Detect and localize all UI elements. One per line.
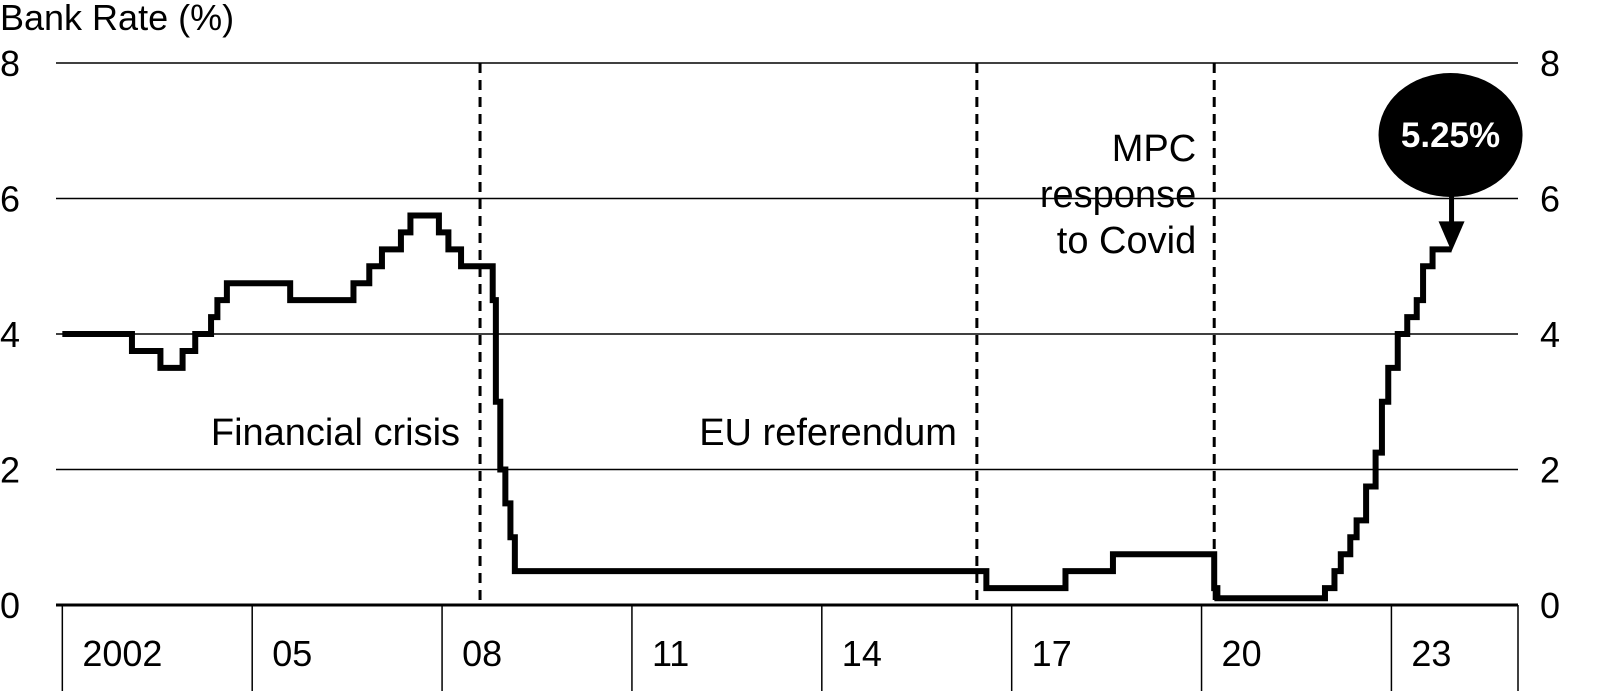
- event-label-1: EU referendum: [699, 412, 957, 454]
- x-tick-label-17: 17: [1032, 633, 1072, 674]
- callout-bubble: [1378, 73, 1523, 197]
- y-axis-label: Bank Rate (%): [0, 0, 234, 38]
- x-tick-label-08: 08: [462, 633, 502, 674]
- callout-arrow-head: [1438, 221, 1465, 252]
- gridlines: [56, 62, 1518, 471]
- x-tick-label-05: 05: [272, 633, 312, 674]
- x-tick-label-11: 11: [652, 633, 689, 674]
- event-label-2-line-0: MPC: [1112, 128, 1196, 170]
- event-markers: Financial crisis EU referendum MPCresponse…: [211, 63, 1216, 605]
- x-tick-label-23: 23: [1411, 633, 1451, 674]
- series-group: [62, 212, 1452, 602]
- rate-callout: 5.25%: [1378, 73, 1523, 252]
- x-tick-label-20: 20: [1222, 633, 1262, 674]
- x-tick-label-14: 14: [842, 633, 882, 674]
- y-tick-right-4: 4: [1540, 314, 1560, 355]
- y-tick-left-8: 8: [0, 43, 20, 84]
- event-label-0: Financial crisis: [211, 412, 460, 454]
- callout-label: 5.25%: [1401, 116, 1500, 155]
- event-label-2-line-1: response: [1040, 174, 1196, 216]
- y-tick-left-0: 0: [0, 585, 20, 626]
- y-tick-right-2: 2: [1540, 450, 1560, 491]
- y-tick-right-0: 0: [1540, 585, 1560, 626]
- y-tick-right-8: 8: [1540, 43, 1560, 84]
- y-axis-right: 0 2 4 6 8: [1540, 43, 1560, 626]
- y-tick-left-2: 2: [0, 450, 20, 491]
- x-axis: 2002 05 08 11 14 17 20 23: [56, 603, 1519, 691]
- y-tick-left-6: 6: [0, 179, 20, 220]
- y-axis-left: 0 2 4 6 8: [0, 43, 20, 626]
- y-tick-right-6: 6: [1540, 179, 1560, 220]
- x-tick-label-2002: 2002: [82, 633, 162, 674]
- y-tick-left-4: 4: [0, 314, 20, 355]
- event-label-2-line-2: to Covid: [1057, 220, 1196, 262]
- series-line-0: [62, 212, 1452, 602]
